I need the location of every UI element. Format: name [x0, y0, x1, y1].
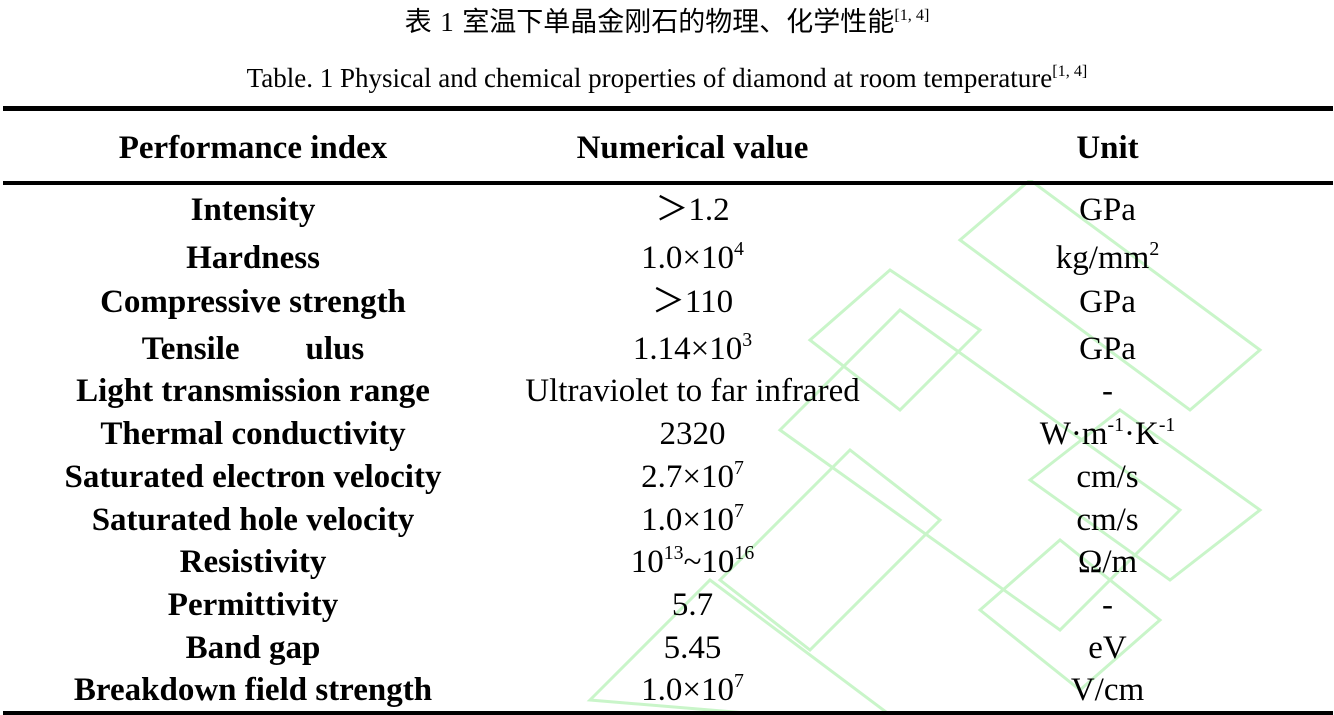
table-row: Light transmission range Ultraviolet to … — [0, 370, 1334, 412]
row-value: Ultraviolet to far infrared — [525, 373, 860, 409]
row-unit: GPa — [1079, 331, 1136, 367]
value-base: 10 — [630, 544, 664, 580]
table-row: Hardness 1.0×104 kg/mm2 — [0, 237, 1334, 279]
table-row: Tensile ulus 1.14×103 GPa — [0, 328, 1334, 370]
value-base: ~10 — [683, 544, 735, 580]
row-unit: GPa — [1079, 284, 1136, 320]
row-value: 2320 — [659, 416, 726, 452]
row-value: 1.0×107 — [490, 499, 895, 541]
row-index: Intensity — [190, 192, 316, 228]
table-row: Saturated electron velocity 2.7×107 cm/s — [0, 456, 1334, 498]
row-unit: cm/s — [1076, 459, 1139, 495]
row-value: 1013~1016 — [490, 541, 895, 583]
table-row: Saturated hole velocity 1.0×107 cm/s — [0, 499, 1334, 541]
table-row: Intensity ＞1.2 GPa — [0, 189, 1334, 231]
unit-exponent: -1 — [1107, 414, 1124, 437]
caption-en-text: Table. 1 Physical and chemical propertie… — [246, 63, 1053, 93]
table-row: Breakdown field strength 1.0×107 V/cm — [0, 669, 1334, 711]
row-unit: eV — [1088, 630, 1127, 666]
row-unit: GPa — [1079, 192, 1136, 228]
caption-cn-prefix: 表 — [404, 7, 432, 38]
row-value: 2.7×107 — [490, 456, 895, 498]
caption-cn-reference: [1, 4] — [894, 6, 930, 25]
table-top-rule — [3, 106, 1333, 111]
row-index: Light transmission range — [76, 373, 430, 409]
row-unit: Ω/m — [1077, 544, 1138, 580]
row-value: 1.0×107 — [490, 669, 895, 711]
row-unit: V/cm — [1070, 672, 1145, 708]
value-exponent: 7 — [733, 500, 744, 523]
row-unit: - — [1102, 373, 1113, 409]
row-index: Resistivity — [179, 544, 327, 580]
value-exponent: 16 — [734, 542, 755, 565]
row-index: Band gap — [185, 630, 321, 666]
value-base: 1.0×10 — [641, 672, 734, 708]
row-unit: cm/s — [1076, 502, 1139, 538]
row-index: Saturated hole velocity — [91, 502, 415, 538]
row-value: ＞1.2 — [655, 192, 730, 228]
row-value: 5.7 — [671, 587, 714, 623]
row-unit: - — [1102, 587, 1113, 623]
value-exponent: 4 — [733, 238, 744, 261]
caption-en-reference: [1, 4] — [1052, 62, 1088, 81]
table-row: Compressive strength ＞110 GPa — [0, 281, 1334, 323]
value-exponent: 3 — [742, 329, 753, 352]
unit-base: kg/mm — [1055, 240, 1150, 276]
caption-cn-text: 室温下单晶金刚石的物理、化学性能 — [462, 7, 895, 38]
unit-exponent: -1 — [1158, 414, 1176, 437]
table-caption-english: Table. 1 Physical and chemical propertie… — [0, 58, 1334, 98]
header-unit: Unit — [1076, 130, 1139, 166]
value-exponent: 13 — [663, 542, 684, 565]
row-unit: W·m-1·K-1 — [905, 413, 1310, 455]
unit-part: ·K — [1123, 416, 1159, 452]
value-base: 1.0×10 — [641, 240, 734, 276]
row-value: 1.14×103 — [490, 328, 895, 370]
header-performance-index: Performance index — [118, 130, 388, 166]
value-base: 1.14×10 — [632, 331, 743, 367]
value-exponent: 7 — [733, 457, 744, 480]
table-row: Resistivity 1013~1016 Ω/m — [0, 541, 1334, 583]
table-row: Thermal conductivity 2320 W·m-1·K-1 — [0, 413, 1334, 455]
row-index: Breakdown field strength — [73, 672, 433, 708]
row-unit: kg/mm2 — [905, 237, 1310, 279]
row-index: Saturated electron velocity — [64, 459, 442, 495]
row-index: Tensile ulus — [141, 331, 365, 367]
row-value: 1.0×104 — [490, 237, 895, 279]
row-value: ＞110 — [651, 284, 734, 320]
unit-exponent: 2 — [1149, 238, 1160, 261]
row-index: Compressive strength — [100, 284, 406, 320]
caption-cn-number: 1 — [440, 7, 454, 37]
table-header-row: Performance index Numerical value Unit — [0, 126, 1334, 170]
table-row: Permittivity 5.7 - — [0, 584, 1334, 626]
header-numerical-value: Numerical value — [576, 130, 809, 166]
row-index: Permittivity — [167, 587, 339, 623]
unit-part: W·m — [1039, 416, 1108, 452]
row-index: Thermal conductivity — [100, 416, 406, 452]
row-value: 5.45 — [663, 630, 722, 666]
table-bottom-rule — [3, 711, 1333, 715]
value-base: 1.0×10 — [641, 502, 734, 538]
value-base: 2.7×10 — [641, 459, 734, 495]
row-index: Hardness — [186, 240, 320, 276]
table-header-rule — [3, 181, 1333, 185]
table-row: Band gap 5.45 eV — [0, 627, 1334, 669]
table-caption-chinese: 表 1 室温下单晶金刚石的物理、化学性能[1, 4] — [0, 2, 1334, 43]
value-exponent: 7 — [733, 670, 744, 693]
